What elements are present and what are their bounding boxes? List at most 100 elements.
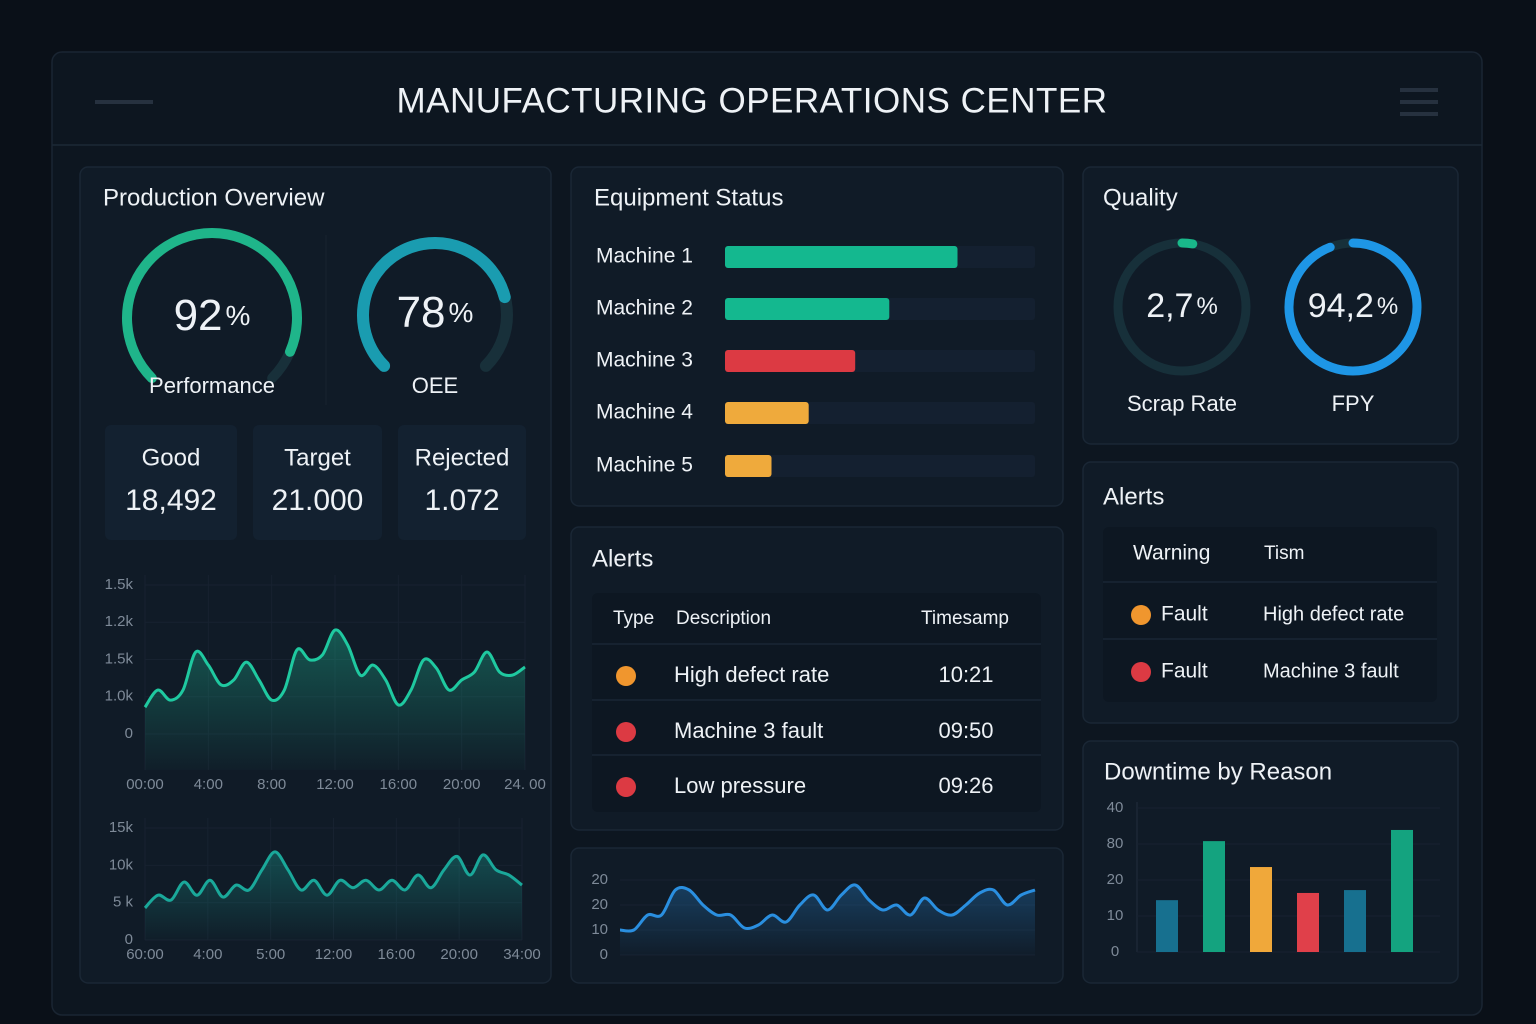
bar <box>1391 829 1413 952</box>
machine-label: Machine 2 <box>596 297 693 320</box>
y-tick-label: 20 <box>591 896 608 913</box>
gauge-number: 92 <box>174 291 223 340</box>
kpi-label: Target <box>284 444 351 471</box>
x-tick-label: 5:00 <box>256 946 285 963</box>
alert-time: 10:21 <box>938 662 993 687</box>
alert-description: High defect rate <box>1263 603 1404 625</box>
area <box>620 884 1035 955</box>
status-dot <box>1131 605 1151 625</box>
bar-track <box>725 455 1035 477</box>
area <box>145 629 525 770</box>
x-tick-label: 4:00 <box>194 776 223 793</box>
y-tick-label: 10 <box>591 921 608 938</box>
y-tick-label: 40 <box>1107 799 1124 816</box>
kpi-value: 18,492 <box>125 484 217 517</box>
machine-label: Machine 5 <box>596 454 693 477</box>
y-tick-label: 1.0k <box>105 688 134 705</box>
y-tick-label: 10k <box>109 856 134 873</box>
status-dot <box>616 722 636 742</box>
line <box>143 850 523 909</box>
kpi-box <box>105 425 237 540</box>
production-card <box>79 166 552 984</box>
y-tick-label: 20 <box>591 871 608 888</box>
column-header: Tism <box>1264 543 1304 564</box>
y-tick-label: 20 <box>1107 871 1124 888</box>
bar <box>725 246 958 268</box>
y-tick-label: 80 <box>1107 835 1124 852</box>
status-dot <box>616 777 636 797</box>
gauge-unit: % <box>1196 293 1217 320</box>
status-dot <box>616 666 636 686</box>
gauge-label: Performance <box>149 373 275 398</box>
alert-type: Fault <box>1161 660 1208 683</box>
alerts-list <box>1103 527 1437 702</box>
machine-label: Machine 1 <box>596 245 693 268</box>
card-title: Equipment Status <box>594 184 783 211</box>
card-title: Alerts <box>1103 483 1164 510</box>
y-tick-label: 0 <box>1111 943 1119 960</box>
alert-description: High defect rate <box>674 662 829 687</box>
x-tick-label: 16:00 <box>380 776 418 793</box>
machine-label: Machine 3 <box>596 349 693 372</box>
gauge-number: 2,7 <box>1146 287 1193 325</box>
ring-arc <box>1177 238 1198 249</box>
y-tick-label: 0 <box>125 725 133 742</box>
column-header: Warning <box>1133 542 1210 565</box>
x-tick-label: 12:00 <box>316 776 354 793</box>
alert-description: Machine 3 fault <box>674 718 823 743</box>
y-tick-label: 15k <box>109 819 134 836</box>
x-tick-label: 8:00 <box>257 776 286 793</box>
x-tick-label: 4:00 <box>193 946 222 963</box>
x-tick-label: 60:00 <box>126 946 164 963</box>
page-title: MANUFACTURING OPERATIONS CENTER <box>396 81 1107 120</box>
status-dot <box>1131 662 1151 682</box>
gauge-value: 92% <box>174 291 251 340</box>
alerts-table <box>592 593 1041 812</box>
bar <box>725 298 890 320</box>
kpi-box <box>398 425 526 540</box>
y-tick-label: 5 k <box>113 894 134 911</box>
kpi-box <box>253 425 382 540</box>
bar <box>1297 892 1319 952</box>
gauge-unit: % <box>1377 293 1398 320</box>
column-header: Timesamp <box>921 608 1009 629</box>
machine-label: Machine 4 <box>596 401 693 424</box>
menu-icon[interactable] <box>1400 88 1438 116</box>
line <box>143 628 526 709</box>
card-title: Quality <box>1103 184 1178 211</box>
bar <box>725 455 772 477</box>
bar <box>725 350 856 372</box>
bar <box>1344 890 1366 952</box>
alert-description: Low pressure <box>674 773 806 798</box>
y-tick-label: 10 <box>1107 907 1124 924</box>
gauge-value: 2,7% <box>1146 287 1218 325</box>
x-tick-label: 12:00 <box>315 946 353 963</box>
gauge-unit: % <box>449 297 474 328</box>
ring-arc <box>1284 238 1422 376</box>
column-header: Type <box>613 608 654 629</box>
card-title: Downtime by Reason <box>1104 758 1332 785</box>
kpi-value: 21.000 <box>272 484 364 517</box>
y-tick-label: 1.5k <box>105 650 134 667</box>
x-tick-label: 00:00 <box>126 776 164 793</box>
x-tick-label: 24. 00 <box>504 776 546 793</box>
alert-time: 09:26 <box>938 773 993 798</box>
card-title: Alerts <box>592 545 653 572</box>
kpi-label: Good <box>142 444 201 471</box>
ring-label: Scrap Rate <box>1127 391 1237 416</box>
bar <box>1203 841 1225 952</box>
column-header: Description <box>676 608 771 629</box>
kpi-label: Rejected <box>415 444 510 471</box>
bar <box>1156 900 1178 952</box>
alert-time: 09:50 <box>938 718 993 743</box>
gauge-value: 78% <box>397 288 474 337</box>
gauge-label: OEE <box>412 373 458 398</box>
gauge-value: 94,2% <box>1308 287 1399 325</box>
alert-description: Machine 3 fault <box>1263 660 1399 682</box>
gauge-arc <box>357 237 511 372</box>
bar <box>725 402 809 424</box>
card-title: Production Overview <box>103 184 325 211</box>
x-tick-label: 20:00 <box>440 946 478 963</box>
y-tick-label: 0 <box>600 946 608 963</box>
